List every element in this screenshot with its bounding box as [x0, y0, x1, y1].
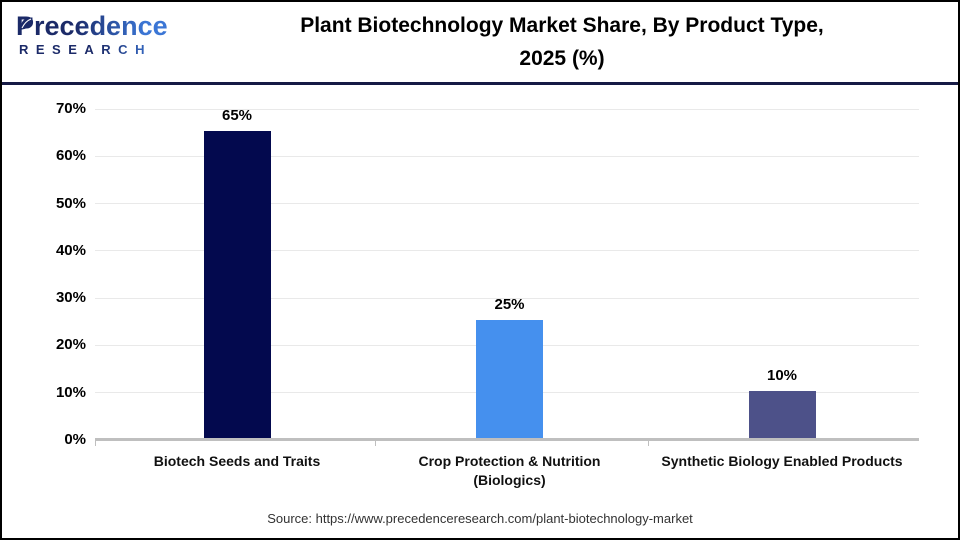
x-axis-category-label: Synthetic Biology Enabled Products	[642, 452, 922, 471]
chart-title-line1: Plant Biotechnology Market Share, By Pro…	[300, 14, 824, 37]
y-axis-tick-label: 40%	[55, 241, 86, 259]
source-note: Source: https://www.precedenceresearch.c…	[267, 511, 693, 526]
gridline	[95, 297, 919, 299]
y-axis-tick-label: 10%	[55, 383, 86, 401]
bar-3	[748, 390, 816, 438]
y-axis-tick-label: 20%	[55, 336, 86, 354]
precedence-research-logo: Precedence RESEARCH	[16, 11, 168, 57]
x-axis-tick	[374, 440, 376, 446]
y-axis-tick-label: 70%	[55, 100, 86, 117]
bar-value-label: 10%	[766, 366, 798, 384]
logo-subtext: RESEARCH	[16, 42, 166, 57]
x-axis-category-label: Biotech Seeds and Traits	[97, 452, 377, 471]
logo-wordmark: Precedence	[16, 11, 168, 41]
bar-value-label: 65%	[221, 106, 253, 124]
gridline	[95, 108, 919, 110]
y-axis-tick-label: 30%	[55, 289, 86, 307]
category-label-line: Synthetic Biology Enabled Products	[661, 453, 903, 469]
bar-value-label: 25%	[494, 295, 525, 313]
bar-2	[476, 319, 543, 438]
x-axis-line	[95, 438, 919, 441]
leaf-icon	[19, 7, 34, 37]
category-label-line: (Biologics)	[473, 472, 546, 488]
y-axis-tick-label: 0%	[64, 431, 86, 448]
bar-1	[203, 130, 271, 438]
x-axis-tick	[95, 440, 96, 446]
gridline	[95, 203, 919, 205]
chart-title: Plant Biotechnology Market Share, By Pro…	[172, 9, 952, 75]
gridline	[95, 250, 919, 252]
category-label-line: Biotech Seeds and Traits	[153, 453, 321, 469]
gridline	[95, 155, 919, 157]
chart-title-line2: 2025 (%)	[519, 47, 605, 70]
header: Precedence RESEARCH Plant Biotechnology …	[2, 2, 958, 85]
x-axis-category-label: Crop Protection & Nutrition (Biologics)	[370, 452, 650, 490]
x-axis-tick	[647, 440, 649, 446]
category-label-line: Crop Protection & Nutrition	[418, 453, 601, 469]
y-axis-tick-label: 60%	[55, 147, 86, 165]
y-axis-tick-label: 50%	[55, 194, 86, 212]
logo-brand-text: Precedence	[16, 11, 168, 41]
